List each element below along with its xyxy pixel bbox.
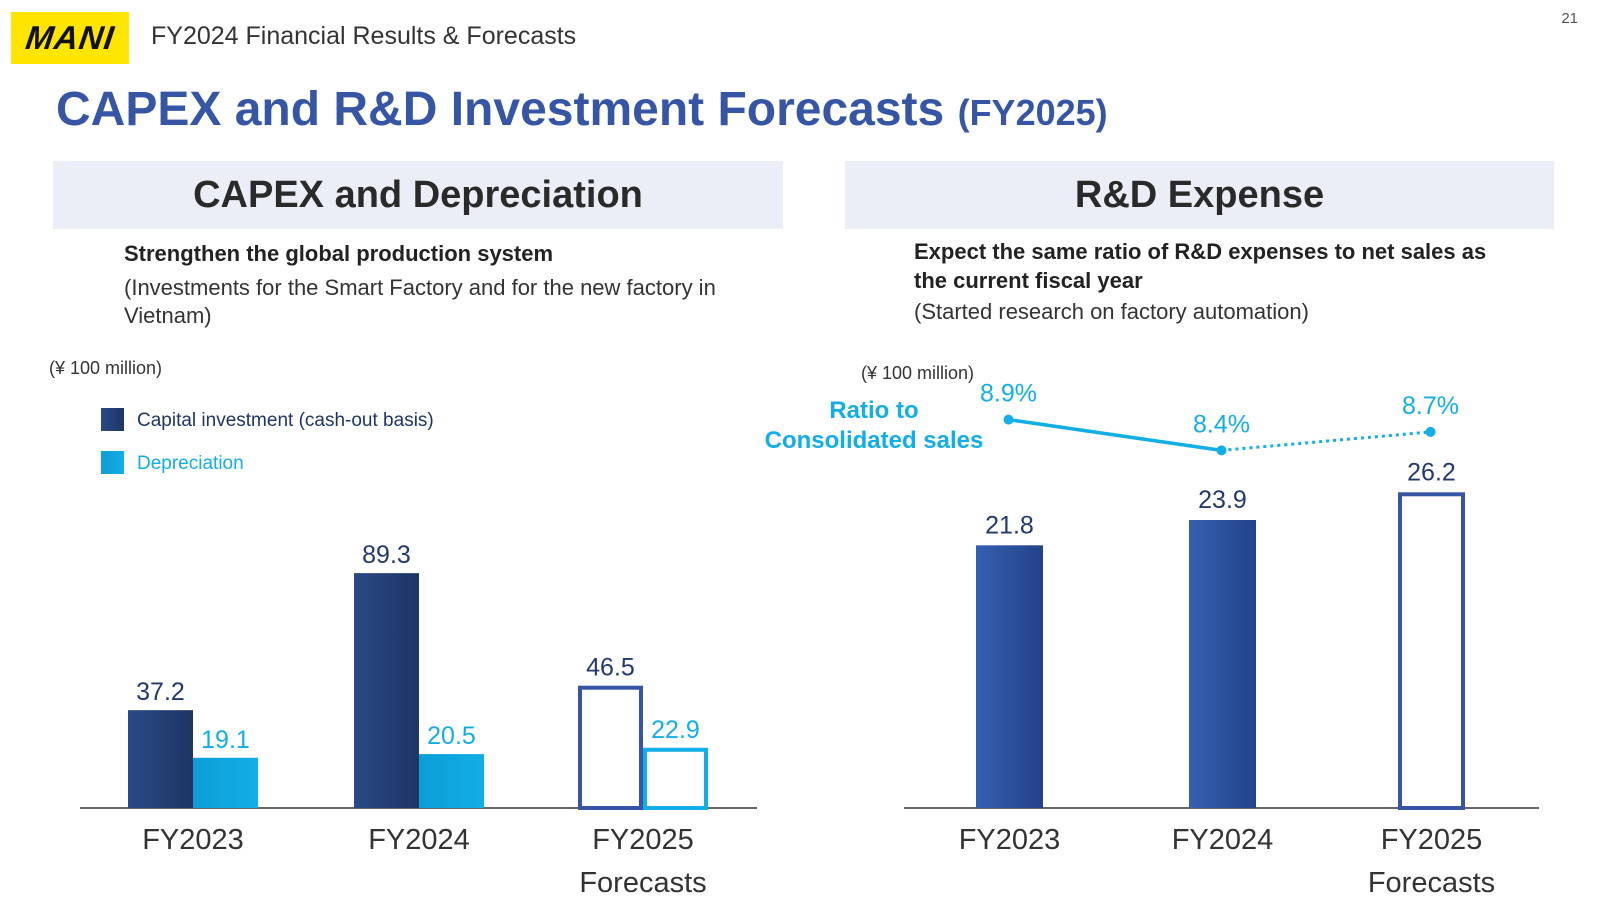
data-label-depreciation-2: 22.9 [651,716,700,744]
page-number: 21 [1561,10,1578,27]
data-label-depreciation-1: 20.5 [427,722,476,750]
bar-depreciation-2 [643,747,708,811]
page-title: CAPEX and R&D Investment Forecasts (FY20… [56,82,1108,137]
rd-note-line: (Started research on factory automation) [914,299,1309,324]
tick-label-capex-2-0: FY2025 [592,824,694,856]
bar-capex-1 [354,573,419,808]
tick-label-capex-0-0: FY2023 [142,824,244,856]
ratio-line-forecast [1221,430,1431,452]
data-label-capex-2: 46.5 [586,654,635,682]
legend-swatch-capex [101,408,124,431]
ratio-point-2 [1425,426,1436,437]
bar-capex-0 [128,710,193,808]
bar-depreciation-0 [193,757,258,808]
tick-label-capex-1-0: FY2024 [368,824,470,856]
legend-label-depreciation: Depreciation [137,453,244,474]
capex-unit-label: (¥ 100 million) [49,358,162,378]
tick-label-rd-0-0: FY2023 [959,824,1061,856]
rd-unit-label: (¥ 100 million) [861,363,974,383]
capex-bold-text: Strengthen the global production system [124,241,554,266]
bar-rd-2 [1398,492,1465,810]
ratio-line-actual [1008,417,1222,453]
page-title-suffix: (FY2025) [957,92,1108,133]
page-title-main: CAPEX and R&D Investment Forecasts [56,83,945,136]
rd-section-heading: R&D Expense [845,161,1554,229]
data-label-depreciation-0: 19.1 [201,726,250,754]
bar-rd-0 [976,545,1043,808]
legend-label-capex: Capital investment (cash-out basis) [137,410,434,431]
bar-rd-1 [1189,520,1256,808]
ratio-label-1: 8.4% [1193,410,1250,438]
data-label-capex-0: 37.2 [136,678,185,706]
header-subtitle: FY2024 Financial Results & Forecasts [151,22,577,50]
tick-label-rd-1-0: FY2024 [1172,824,1274,856]
ratio-legend-line1: Ratio to [829,397,918,424]
ratio-point-0 [1003,414,1014,425]
data-label-rd-2: 26.2 [1407,458,1456,486]
data-label-rd-0: 21.8 [985,511,1034,539]
tick-label-rd-2-1: Forecasts [1368,867,1495,899]
data-label-rd-1: 23.9 [1198,486,1247,514]
ratio-point-1 [1216,445,1227,456]
rd-bold-text-line2: the current fiscal year [914,268,1143,293]
data-label-capex-1: 89.3 [362,541,411,569]
capex-note-line2: Vietnam) [124,303,212,328]
ratio-label-2: 8.7% [1402,392,1459,420]
legend-swatch-depreciation [101,451,124,474]
ratio-label-0: 8.9% [980,380,1037,408]
bar-depreciation-1 [419,754,484,808]
rd-bold-text-line1: Expect the same ratio of R&D expenses to… [914,239,1487,264]
ratio-legend-line2: Consolidated sales [765,427,984,454]
capex-section-heading: CAPEX and Depreciation [53,161,783,229]
tick-label-rd-2-0: FY2025 [1381,824,1483,856]
tick-label-capex-2-1: Forecasts [579,867,706,899]
capex-note-line1: (Investments for the Smart Factory and f… [124,275,716,300]
company-logo: MANI [11,12,129,64]
bar-capex-2 [578,685,643,811]
